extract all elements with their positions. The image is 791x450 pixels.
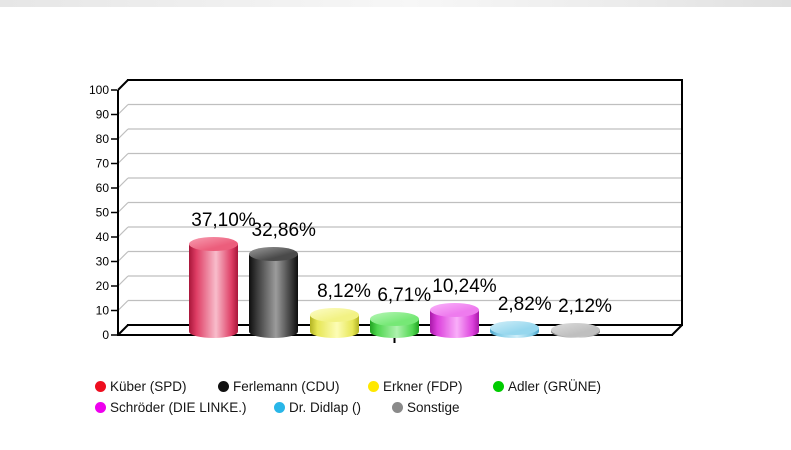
legend-dot-icon [392, 402, 403, 413]
y-axis-label: 90 [96, 108, 110, 122]
gridline-depth [117, 202, 129, 213]
legend-label: Schröder (DIE LINKE.) [110, 400, 247, 415]
legend-label: Ferlemann (CDU) [233, 379, 340, 394]
legend-dot-icon [95, 402, 106, 413]
legend-label: Küber (SPD) [110, 379, 187, 394]
bottom-left-depth-edge [117, 324, 129, 336]
y-axis-label: 60 [96, 181, 110, 195]
legend-label: Adler (GRÜNE) [508, 379, 602, 394]
bottom-right-depth-edge [671, 324, 683, 336]
legend-label: Sonstige [407, 400, 460, 415]
gridline-depth [117, 251, 129, 262]
y-axis-label: 10 [96, 304, 110, 318]
legend-dot-icon [493, 381, 504, 392]
top-left-depth-edge [117, 79, 129, 91]
y-axis-label: 30 [96, 255, 110, 269]
bar-value-label-ferlemann-cdu: 32,86% [251, 220, 316, 242]
bar-top-cap [369, 311, 419, 326]
y-axis-label: 20 [96, 279, 110, 293]
legend-label: Dr. Didlap () [289, 400, 362, 415]
gridline-depth [117, 275, 129, 287]
gridline-depth [117, 153, 129, 164]
window-top-strip [0, 0, 791, 7]
bar-value-label-kueber-spd: 37,10% [191, 210, 256, 232]
bar-value-label-adler-gruene: 6,71% [377, 284, 432, 306]
bar-top-cap [490, 321, 540, 336]
legend-label: Erkner (FDP) [383, 379, 463, 394]
y-axis-label: 40 [96, 230, 110, 244]
gridline-depth [117, 177, 129, 189]
legend-dot-icon [368, 381, 379, 392]
bar-value-label-schroeder-die-linke: 10,24% [432, 275, 497, 297]
legend-dot-icon [95, 381, 106, 392]
bar-value-label-sonstige: 2,12% [558, 295, 612, 317]
legend-dot-icon [274, 402, 285, 413]
bar-top-cap [249, 247, 299, 262]
gridline-depth [117, 104, 129, 115]
y-axis-label: 0 [102, 328, 109, 342]
bar-top-cap [189, 237, 238, 252]
bar-top-cap [430, 302, 479, 317]
gridline-depth [117, 300, 129, 311]
gridline-depth [117, 128, 129, 140]
bar-top-cap [550, 322, 600, 337]
bar-value-label-erkner-fdp: 8,12% [317, 281, 371, 303]
bar-body [189, 244, 238, 332]
bar-top-cap [309, 308, 359, 323]
y-axis-label: 70 [96, 157, 110, 171]
bar-body [249, 254, 299, 332]
bar-value-label-dr-didlap: 2,82% [497, 294, 552, 316]
legend-dot-icon [218, 381, 229, 392]
gridline-depth [117, 226, 129, 238]
y-axis-label: 80 [96, 132, 110, 146]
y-axis-label: 100 [89, 83, 109, 97]
y-axis-label: 50 [96, 206, 110, 220]
